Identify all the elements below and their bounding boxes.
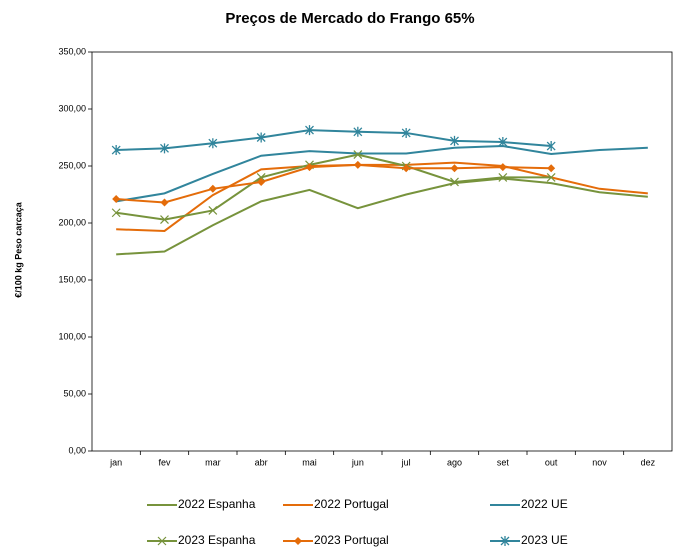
marker: [112, 195, 121, 204]
marker: [498, 163, 507, 172]
marker: [257, 177, 266, 186]
series-line: [116, 161, 648, 232]
legend-label: 2023 Espanha: [178, 533, 256, 547]
legend-label: 2022 Portugal: [314, 497, 389, 511]
x-tick-label: out: [545, 457, 558, 467]
legend-label: 2023 UE: [521, 533, 568, 547]
x-tick-label: jan: [109, 457, 122, 467]
y-tick-label: 0,00: [68, 445, 86, 455]
x-tick-label: dez: [641, 457, 656, 467]
marker: [402, 164, 411, 173]
marker: [305, 125, 314, 136]
marker: [353, 160, 362, 169]
marker: [450, 177, 459, 187]
y-tick-label: 150,00: [58, 274, 86, 284]
x-tick-label: mai: [302, 457, 317, 467]
y-tick-label: 350,00: [58, 46, 86, 56]
series-line: [116, 177, 648, 256]
marker: [450, 164, 459, 173]
marker: [160, 215, 169, 225]
marker: [353, 150, 363, 160]
series-line: [116, 163, 552, 204]
marker: [111, 208, 121, 218]
marker: [111, 145, 121, 156]
marker: [208, 184, 217, 193]
x-tick-label: set: [497, 457, 510, 467]
x-tick-label: abr: [255, 457, 268, 467]
x-tick-label: jun: [351, 457, 364, 467]
x-tick-label: nov: [592, 457, 607, 467]
x-tick-label: fev: [158, 457, 171, 467]
y-tick-label: 300,00: [58, 103, 86, 113]
marker: [401, 127, 411, 138]
chart-title: Preços de Mercado do Frango 65%: [225, 10, 474, 27]
marker: [500, 536, 510, 546]
marker: [498, 137, 508, 148]
marker: [450, 135, 459, 146]
marker: [294, 537, 302, 545]
y-tick-label: 250,00: [58, 160, 86, 170]
y-tick-label: 100,00: [58, 331, 86, 341]
legend-label: 2022 Espanha: [178, 497, 256, 511]
series-line: [116, 145, 648, 203]
x-tick-label: jul: [401, 457, 411, 467]
marker: [305, 163, 314, 172]
marker: [498, 172, 508, 182]
y-tick-label: 200,00: [58, 217, 86, 227]
marker: [208, 138, 218, 149]
x-tick-label: ago: [447, 457, 462, 467]
marker: [208, 206, 218, 215]
marker: [547, 164, 556, 173]
series-line: [116, 153, 552, 221]
x-tick-label: mar: [205, 457, 221, 467]
marker: [256, 172, 266, 182]
y-tick-label: 50,00: [63, 388, 86, 398]
marker: [157, 536, 167, 546]
marker: [160, 198, 169, 207]
marker: [546, 172, 556, 182]
legend-label: 2022 UE: [521, 497, 568, 511]
plot-frame: [91, 51, 673, 452]
legend-label: 2023 Portugal: [314, 533, 389, 547]
marker: [160, 143, 169, 154]
marker: [546, 141, 556, 152]
series-line: [116, 129, 552, 152]
y-axis-label: €/100 kg Peso carcaça: [13, 201, 23, 298]
marker: [353, 126, 363, 137]
marker: [256, 132, 266, 143]
